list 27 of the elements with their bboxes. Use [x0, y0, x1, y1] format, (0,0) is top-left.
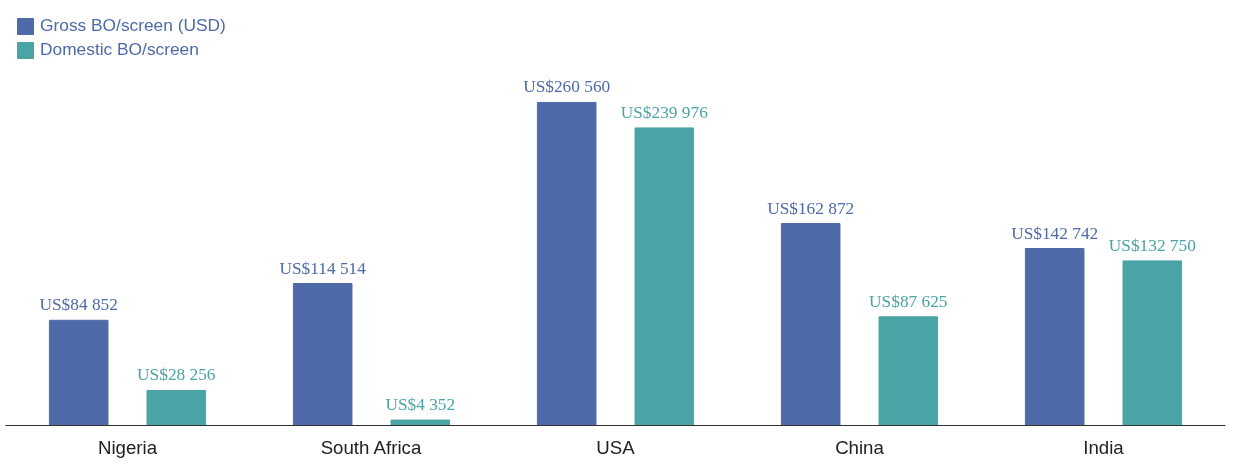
bar [292, 283, 353, 426]
data-label: US$28 256 [137, 365, 216, 385]
legend-label: Domestic BO/screen [40, 39, 199, 60]
legend-label: Gross BO/screen (USD) [40, 15, 226, 36]
bar [634, 127, 695, 426]
data-label: US$84 852 [39, 295, 118, 315]
data-label: US$132 750 [1108, 235, 1196, 255]
bar [780, 223, 841, 426]
x-tick-label: India [1083, 436, 1125, 458]
bar [390, 419, 451, 426]
data-label: US$114 514 [279, 258, 367, 278]
x-tick-label: Nigeria [97, 436, 158, 458]
data-label: US$4 352 [385, 395, 456, 415]
bar [536, 101, 597, 426]
x-tick-label: China [835, 436, 885, 458]
x-tick-label: South Africa [320, 436, 422, 458]
data-label: US$239 976 [620, 102, 709, 122]
x-tick-label: USA [596, 436, 636, 458]
bar [1122, 260, 1183, 426]
bar [48, 319, 109, 426]
data-label: US$162 872 [767, 198, 855, 218]
bar [146, 389, 207, 426]
data-label: US$87 625 [869, 291, 948, 311]
bar [878, 316, 939, 426]
data-label: US$260 560 [523, 77, 611, 97]
data-label: US$142 742 [1011, 223, 1099, 243]
bar [1024, 248, 1085, 426]
